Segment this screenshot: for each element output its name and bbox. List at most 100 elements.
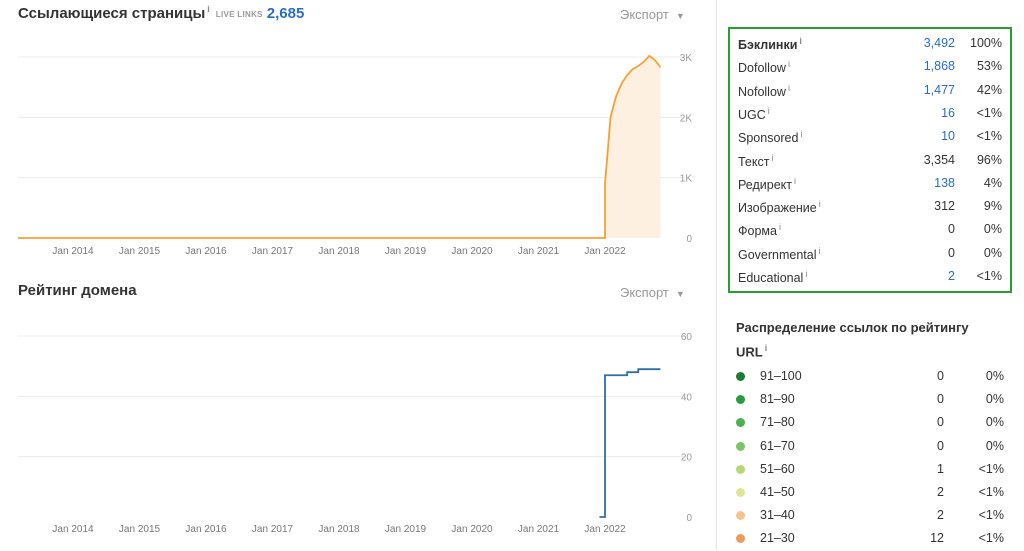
stats-value[interactable]: 1,477 xyxy=(923,82,955,97)
stats-percent: 9% xyxy=(983,199,1002,214)
color-dot-icon xyxy=(736,441,745,451)
export-button[interactable]: Экспорт ▼ xyxy=(620,285,685,300)
stats-row: Текст i 3,354 96% xyxy=(730,149,1010,172)
x-tick-label: Jan 2016 xyxy=(185,524,227,535)
distribution-range: 21–30 xyxy=(760,531,795,546)
color-dot-icon xyxy=(736,395,745,405)
stats-percent: 100% xyxy=(970,36,1002,50)
stats-value: 0 xyxy=(948,222,955,237)
x-tick-label: Jan 2017 xyxy=(252,524,294,535)
x-tick-label: Jan 2022 xyxy=(584,524,626,535)
y-tick-label: 3K xyxy=(680,53,693,64)
distribution-row: 51–60 1 <1% xyxy=(736,459,1006,482)
x-tick-label: Jan 2018 xyxy=(318,524,360,535)
info-icon[interactable]: i xyxy=(207,4,210,14)
stats-row: Governmental i 0 0% xyxy=(730,242,1010,265)
x-tick-label: Jan 2015 xyxy=(119,246,161,257)
referring-pages-chart: 3K 2K 1K 0 Jan 2014 Jan 2015 Jan 2016 Jan 2017 J… xyxy=(18,53,693,257)
distribution-row: 91–100 0 0% xyxy=(736,366,1006,389)
color-dot-icon xyxy=(736,464,745,474)
distribution-percent: <1% xyxy=(978,508,1004,523)
info-icon[interactable]: i xyxy=(767,105,770,116)
info-icon[interactable]: i xyxy=(787,59,790,70)
distribution-range: 51–60 xyxy=(760,461,795,476)
x-tick-label: Jan 2014 xyxy=(52,524,94,535)
stats-label: Governmental i xyxy=(738,245,821,262)
x-tick-label: Jan 2021 xyxy=(518,524,560,535)
stats-value[interactable]: 2 xyxy=(948,269,955,283)
y-tick-label: 20 xyxy=(681,453,693,464)
info-icon[interactable]: i xyxy=(778,222,781,233)
y-tick-label: 2K xyxy=(680,113,693,124)
distribution-row: 61–70 0 0% xyxy=(736,436,1006,459)
stats-value: 3,354 xyxy=(923,152,955,167)
stats-row: Educational i 2 <1% xyxy=(730,265,1010,288)
info-icon[interactable]: i xyxy=(818,245,821,256)
stats-label: Изображение i xyxy=(738,199,821,216)
distribution-row: 21–30 12 <1% xyxy=(736,528,1006,551)
color-dot-icon xyxy=(736,372,745,381)
live-links-count[interactable]: 2,685 xyxy=(266,5,305,22)
y-tick-label: 60 xyxy=(681,332,693,343)
stats-row: Бэклинки i 3,492 100% xyxy=(730,32,1010,55)
distribution-count: 1 xyxy=(937,461,944,476)
distribution-range: 81–90 xyxy=(760,392,795,407)
stats-value[interactable]: 1,868 xyxy=(923,59,955,74)
y-tick-label: 0 xyxy=(686,513,692,524)
referring-pages-title-row: Ссылающиеся страницы i LIVE LINKS 2,685 xyxy=(18,4,304,22)
x-tick-label: Jan 2017 xyxy=(252,246,294,257)
stats-value[interactable]: 3,492 xyxy=(923,36,955,50)
x-tick-label: Jan 2015 xyxy=(119,524,161,535)
distribution-percent: 0% xyxy=(985,415,1004,430)
stats-percent: <1% xyxy=(976,269,1002,283)
x-tick-label: Jan 2016 xyxy=(185,246,227,257)
info-icon[interactable]: i xyxy=(793,175,796,186)
stats-label: Educational i xyxy=(738,269,808,286)
x-tick-label: Jan 2020 xyxy=(451,246,493,257)
stats-row: Редирект i 138 4% xyxy=(730,172,1010,195)
info-icon[interactable]: i xyxy=(787,82,790,93)
color-dot-icon xyxy=(736,534,745,544)
distribution-percent: <1% xyxy=(978,485,1004,499)
stats-percent: 96% xyxy=(976,152,1002,167)
distribution-percent: 0% xyxy=(985,369,1004,383)
stats-row: Dofollow i 1,868 53% xyxy=(730,55,1010,78)
stats-percent: 53% xyxy=(976,59,1002,74)
panel-divider xyxy=(716,0,717,550)
x-tick-label: Jan 2021 xyxy=(518,246,560,257)
stats-label: Dofollow i xyxy=(738,59,790,76)
info-icon[interactable]: i xyxy=(799,36,802,46)
info-icon[interactable]: i xyxy=(800,129,803,140)
distribution-count: 0 xyxy=(937,415,944,430)
stats-row: Изображение i 312 9% xyxy=(730,195,1010,218)
distribution-range: 71–80 xyxy=(760,415,795,430)
info-icon[interactable]: i xyxy=(805,269,808,279)
distribution-percent: <1% xyxy=(978,531,1004,546)
distribution-count: 0 xyxy=(937,392,944,407)
series-line xyxy=(18,54,662,239)
export-label: Экспорт xyxy=(620,285,669,300)
stats-value[interactable]: 10 xyxy=(941,129,955,144)
info-icon[interactable]: i xyxy=(764,343,768,353)
info-icon[interactable]: i xyxy=(771,152,774,163)
distribution-count: 2 xyxy=(937,508,944,523)
series-line xyxy=(599,368,661,518)
domain-rating-chart: 60 40 20 0 Jan 2014 Jan 2015 Jan 2016 Jan 2017 J… xyxy=(18,332,693,535)
stats-value[interactable]: 138 xyxy=(934,175,955,190)
color-dot-icon xyxy=(736,418,745,428)
stats-percent: 42% xyxy=(976,82,1002,97)
distribution-count: 12 xyxy=(930,531,944,546)
x-tick-label: Jan 2019 xyxy=(385,246,427,257)
export-button[interactable]: Экспорт ▼ xyxy=(620,7,685,22)
x-tick-label: Jan 2022 xyxy=(584,246,626,257)
info-icon[interactable]: i xyxy=(818,199,821,210)
stats-value[interactable]: 16 xyxy=(941,105,955,120)
stats-percent: 0% xyxy=(983,245,1002,260)
domain-rating-title: Рейтинг домена xyxy=(18,282,137,299)
stats-percent: <1% xyxy=(976,105,1002,120)
distribution-range: 41–50 xyxy=(760,485,795,499)
distribution-row: 31–40 2 <1% xyxy=(736,505,1006,528)
backlinks-stats-table: Бэклинки i 3,492 100% Dofollow i 1,868 53% Nofol… xyxy=(728,27,1012,293)
distribution-percent: 0% xyxy=(985,438,1004,453)
distribution-row: 41–50 2 <1% xyxy=(736,482,1006,505)
